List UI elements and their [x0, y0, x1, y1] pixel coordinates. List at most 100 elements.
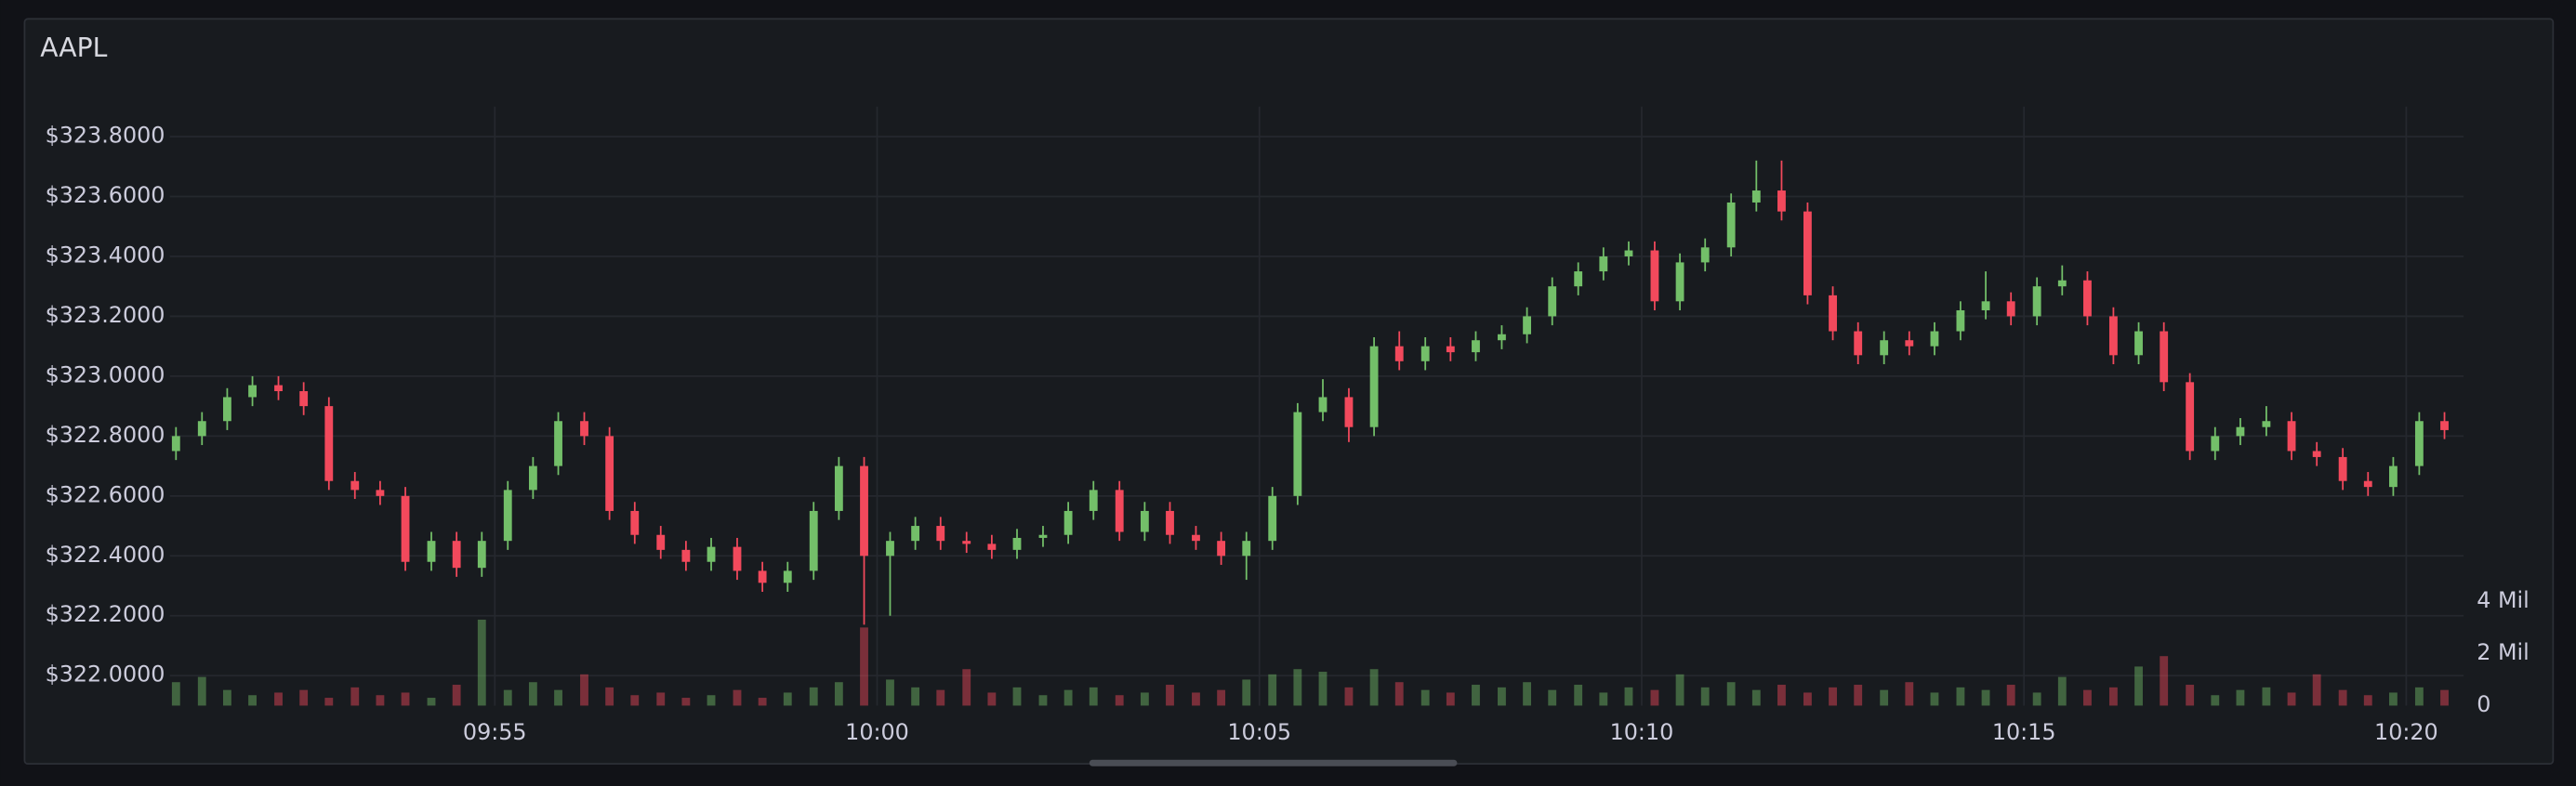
y-tick-label: $323.6000 — [46, 182, 165, 208]
y-tick-label: $322.8000 — [46, 422, 165, 448]
volume-bar — [1726, 682, 1736, 706]
candle-body — [2262, 421, 2271, 427]
candle-body — [1498, 334, 1506, 341]
candle-body — [171, 436, 180, 452]
candle-body — [2006, 301, 2015, 317]
candle-body — [1574, 271, 1583, 287]
candle-body — [1700, 247, 1710, 263]
candle-body — [656, 534, 666, 550]
candle-body — [1369, 346, 1379, 427]
volume-bar — [197, 676, 206, 706]
x-tick-label: 10:10 — [1610, 719, 1674, 745]
volume-bar — [2057, 676, 2067, 706]
candle-body — [1829, 295, 1837, 332]
volume-bar — [681, 698, 691, 706]
grid — [169, 106, 2464, 706]
volume-bar — [1063, 689, 1073, 706]
volume-layer — [171, 619, 2449, 706]
candle-body — [350, 480, 360, 491]
candle-body — [1981, 301, 1990, 310]
volume-bar — [2032, 692, 2041, 706]
volume-bar — [834, 682, 843, 706]
candle-body — [223, 397, 231, 422]
candle-body — [427, 541, 436, 562]
volume-bar — [223, 689, 231, 706]
candle-body — [630, 510, 640, 535]
candle-body — [2134, 331, 2143, 356]
volume-bar — [1599, 692, 1608, 706]
volume-bar — [2236, 689, 2245, 706]
axis-labels: $322.0000 $322.2000 $322.4000 $322.6000 $322… — [46, 123, 2530, 745]
candle-body — [1624, 250, 1633, 256]
x-tick-label: 09:55 — [463, 719, 527, 745]
volume-bar — [1140, 692, 1149, 706]
candle-body — [707, 546, 716, 562]
volume-bar — [2134, 666, 2143, 706]
candle-body — [2389, 465, 2398, 488]
volume-bar — [2083, 689, 2092, 706]
candle-body — [2338, 456, 2347, 481]
volume-bar — [707, 695, 716, 706]
volume-bar — [1242, 679, 1251, 706]
volume-bar — [452, 685, 461, 706]
candle-body — [2057, 280, 2067, 287]
candle-body — [1140, 510, 1149, 532]
volume-bar — [758, 698, 767, 706]
volume-bar — [401, 692, 410, 706]
candle-body — [809, 510, 818, 571]
candle-body — [783, 570, 792, 583]
volume-bar — [376, 695, 385, 706]
y2-tick-label: 2 Mil — [2477, 639, 2530, 665]
candle-body — [1930, 331, 1939, 347]
volume-bar — [1217, 689, 1226, 706]
candle-body — [936, 526, 945, 542]
candle-body — [2312, 451, 2321, 457]
candle-body — [1318, 397, 1328, 413]
volume-bar — [783, 692, 792, 706]
volume-bar — [1012, 687, 1022, 706]
candle-body — [681, 549, 691, 562]
candle-body — [2440, 421, 2449, 430]
y-tick-label: $323.4000 — [46, 242, 165, 268]
volume-bar — [503, 689, 512, 706]
volume-bar — [1956, 687, 1965, 706]
candle-body — [2083, 280, 2092, 317]
candle-body — [248, 385, 257, 398]
candle-body — [2363, 480, 2372, 488]
y-tick-label: $322.0000 — [46, 662, 165, 688]
candle-body — [1956, 309, 1965, 332]
x-tick-label: 10:20 — [2374, 719, 2438, 745]
volume-bar — [1803, 692, 1812, 706]
volume-bar — [1166, 685, 1174, 706]
panel-title: AAPL — [40, 33, 107, 63]
y2-tick-label: 0 — [2477, 691, 2490, 717]
volume-bar — [1268, 674, 1277, 706]
volume-bar — [1192, 692, 1200, 706]
volume-bar — [1751, 689, 1761, 706]
candle-body — [1751, 190, 1761, 203]
candle-body — [1038, 534, 1048, 538]
scrollbar[interactable] — [1089, 759, 1458, 766]
candle-body — [2414, 421, 2424, 466]
candle-body — [299, 391, 309, 407]
y-tick-label: $322.4000 — [46, 542, 165, 568]
volume-bar — [1650, 689, 1659, 706]
volume-bar — [605, 687, 614, 706]
volume-bar — [2414, 687, 2424, 706]
candle-body — [1523, 316, 1531, 334]
volume-bar — [1472, 685, 1480, 706]
volume-bar — [1420, 689, 1430, 706]
candle-body — [1063, 510, 1073, 535]
y-tick-label: $322.2000 — [46, 601, 165, 627]
volume-bar — [324, 698, 334, 706]
volume-bar — [1523, 682, 1531, 706]
volume-bar — [2312, 674, 2321, 706]
volume-bar — [1344, 687, 1354, 706]
candle-body — [1394, 346, 1404, 361]
candle-body — [1012, 537, 1022, 550]
candle-body — [1726, 202, 1736, 248]
candle-body — [733, 546, 742, 571]
volume-bar — [1574, 685, 1583, 706]
